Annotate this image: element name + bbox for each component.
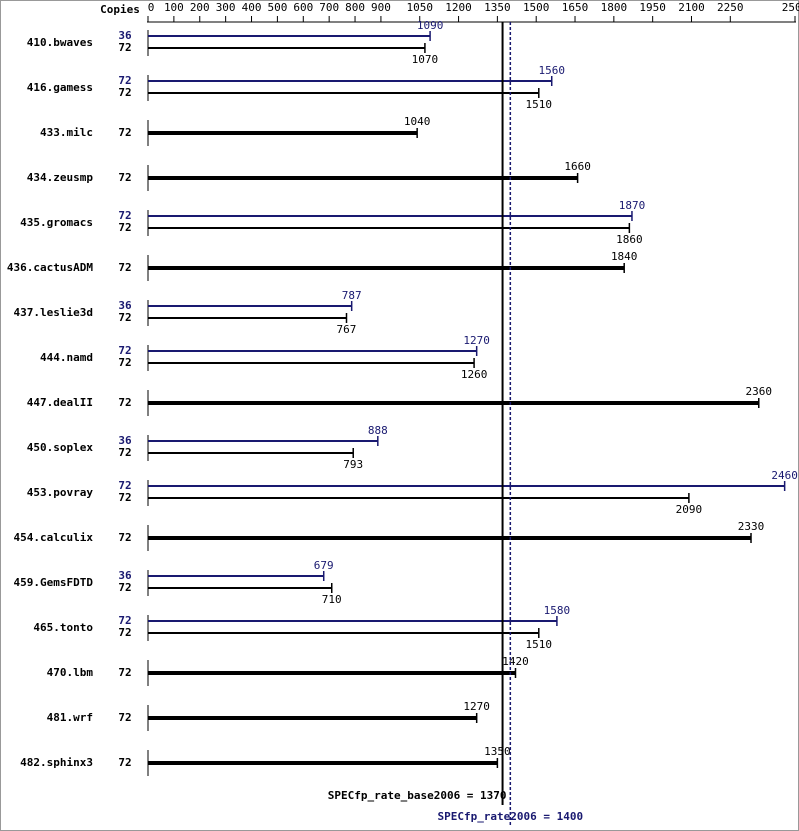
copies-label: 72 (118, 86, 131, 99)
x-tick-label: 600 (293, 1, 313, 14)
value-label: 1580 (544, 604, 571, 617)
x-tick-label: 500 (267, 1, 287, 14)
value-label: 1510 (526, 98, 553, 111)
copies-label: 72 (118, 711, 131, 724)
value-label: 1260 (461, 368, 488, 381)
benchmark-name: 437.leslie3d (14, 306, 93, 319)
value-label: 888 (368, 424, 388, 437)
copies-label: 72 (118, 491, 131, 504)
x-tick-label: 900 (371, 1, 391, 14)
copies-label: 72 (118, 614, 131, 627)
copies-label: 72 (118, 446, 131, 459)
value-label: 1660 (564, 160, 591, 173)
benchmark-name: 482.sphinx3 (20, 756, 93, 769)
benchmark-name: 459.GemsFDTD (14, 576, 94, 589)
copies-header: Copies (100, 3, 140, 16)
x-tick-label: 2250 (717, 1, 744, 14)
benchmark-name: 444.namd (40, 351, 93, 364)
copies-label: 72 (118, 261, 131, 274)
copies-label: 72 (118, 41, 131, 54)
value-label: 2090 (676, 503, 703, 516)
x-tick-label: 2100 (678, 1, 705, 14)
x-tick-label: 700 (319, 1, 339, 14)
benchmark-name: 436.cactusADM (7, 261, 93, 274)
reference-label: SPECfp_rate2006 = 1400 (437, 810, 583, 823)
value-label: 1270 (463, 334, 490, 347)
value-label: 2360 (746, 385, 773, 398)
x-tick-label: 300 (216, 1, 236, 14)
x-tick-label: 2500 (782, 1, 799, 14)
copies-label: 72 (118, 126, 131, 139)
value-label: 2330 (738, 520, 765, 533)
value-label: 1560 (538, 64, 565, 77)
benchmark-name: 453.povray (27, 486, 94, 499)
copies-label: 72 (118, 396, 131, 409)
benchmark-name: 481.wrf (47, 711, 93, 724)
value-label: 1090 (417, 19, 444, 32)
value-label: 1040 (404, 115, 431, 128)
reference-label: SPECfp_rate_base2006 = 1370 (328, 789, 507, 802)
value-label: 1350 (484, 745, 511, 758)
x-tick-label: 100 (164, 1, 184, 14)
x-tick-label: 0 (148, 1, 155, 14)
x-tick-label: 1950 (639, 1, 666, 14)
value-label: 2460 (771, 469, 798, 482)
copies-label: 72 (118, 171, 131, 184)
copies-label: 72 (118, 209, 131, 222)
x-tick-label: 1650 (562, 1, 589, 14)
value-label: 1870 (619, 199, 646, 212)
copies-label: 72 (118, 344, 131, 357)
benchmark-name: 465.tonto (33, 621, 93, 634)
value-label: 1270 (463, 700, 490, 713)
value-label: 787 (342, 289, 362, 302)
x-tick-label: 1800 (601, 1, 628, 14)
benchmark-name: 410.bwaves (27, 36, 93, 49)
benchmark-name: 454.calculix (14, 531, 94, 544)
benchmark-name: 447.dealII (27, 396, 93, 409)
value-label: 710 (322, 593, 342, 606)
value-label: 1510 (526, 638, 553, 651)
copies-label: 72 (118, 311, 131, 324)
benchmark-name: 450.soplex (27, 441, 94, 454)
value-label: 1840 (611, 250, 638, 263)
value-label: 679 (314, 559, 334, 572)
copies-label: 72 (118, 221, 131, 234)
x-tick-label: 1500 (523, 1, 550, 14)
value-label: 1420 (502, 655, 529, 668)
benchmark-name: 435.gromacs (20, 216, 93, 229)
copies-label: 72 (118, 356, 131, 369)
value-label: 1070 (412, 53, 439, 66)
x-tick-label: 1350 (484, 1, 511, 14)
value-label: 1860 (616, 233, 643, 246)
copies-label: 36 (118, 29, 132, 42)
benchmark-name: 434.zeusmp (27, 171, 94, 184)
copies-label: 72 (118, 666, 131, 679)
copies-label: 72 (118, 479, 131, 492)
benchmark-name: 470.lbm (47, 666, 94, 679)
x-tick-label: 800 (345, 1, 365, 14)
copies-label: 36 (118, 434, 132, 447)
copies-label: 72 (118, 581, 131, 594)
value-label: 793 (343, 458, 363, 471)
copies-label: 72 (118, 756, 131, 769)
value-label: 767 (337, 323, 357, 336)
copies-label: 72 (118, 626, 131, 639)
x-tick-label: 200 (190, 1, 210, 14)
copies-label: 36 (118, 569, 132, 582)
copies-label: 72 (118, 531, 131, 544)
x-tick-label: 1200 (445, 1, 472, 14)
benchmark-name: 433.milc (40, 126, 93, 139)
copies-label: 36 (118, 299, 132, 312)
x-tick-label: 400 (242, 1, 262, 14)
benchmark-name: 416.gamess (27, 81, 93, 94)
copies-label: 72 (118, 74, 131, 87)
x-tick-label: 1050 (406, 1, 433, 14)
